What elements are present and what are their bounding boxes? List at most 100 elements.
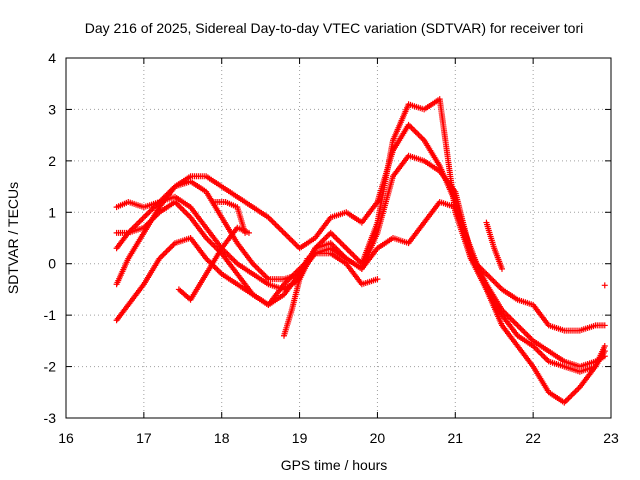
- track-4-point: [213, 265, 220, 272]
- track-4-point: [574, 386, 581, 393]
- track-3-point: [353, 255, 360, 262]
- x-tick-label: 18: [214, 430, 230, 446]
- track-2-point: [542, 355, 549, 362]
- x-tick-label: 19: [292, 430, 308, 446]
- track-2-point: [282, 231, 289, 238]
- track-3-point: [322, 235, 329, 242]
- track-3-point: [339, 241, 346, 248]
- track-2-point: [276, 225, 283, 232]
- y-tick-label: 0: [48, 256, 56, 272]
- track-1-point: [523, 330, 530, 337]
- track-5-point: [205, 237, 212, 244]
- track-1-point: [146, 208, 153, 215]
- track-1-point: [145, 210, 152, 217]
- track-1-point: [508, 316, 515, 323]
- track-1-point: [138, 217, 145, 224]
- track-3-point: [347, 249, 354, 256]
- track-1-point: [147, 207, 154, 214]
- track-2-point: [414, 130, 421, 137]
- track-1-point: [511, 319, 518, 326]
- outlier-point: [601, 282, 608, 289]
- track-2-point: [289, 238, 296, 245]
- track-1-point: [139, 215, 146, 222]
- track-3-point: [341, 243, 348, 250]
- track-2-point: [272, 221, 279, 228]
- track-2-point: [273, 222, 280, 229]
- track-3-point: [496, 283, 503, 290]
- track-2-point: [286, 235, 293, 242]
- track-1-point: [255, 266, 262, 273]
- track-2-point: [411, 127, 418, 134]
- track-4-point: [215, 268, 222, 275]
- track-4-point: [214, 266, 221, 273]
- track-2-point: [290, 239, 297, 246]
- plot-frame: [65, 57, 612, 419]
- track-5-point: [179, 206, 186, 213]
- track-3-point: [231, 257, 238, 264]
- track-3-point: [343, 245, 350, 252]
- track-3-point: [230, 256, 237, 263]
- x-tick-label: 22: [525, 430, 541, 446]
- track-3-point: [346, 248, 353, 255]
- track-1-point: [140, 214, 147, 221]
- track-3-point: [491, 279, 498, 286]
- track-2-point: [275, 224, 282, 231]
- track-2-point: [269, 218, 276, 225]
- track-4-point: [562, 398, 569, 405]
- track-3-point: [336, 238, 343, 245]
- track-4-point: [160, 251, 167, 258]
- x-tick-label: 21: [447, 430, 463, 446]
- track-3-point: [329, 231, 336, 238]
- track-4-point: [572, 388, 579, 395]
- track-1-point: [142, 213, 149, 220]
- track-3-point: [487, 275, 494, 282]
- track-1-point: [136, 218, 143, 225]
- y-tick-label: -3: [44, 410, 57, 426]
- track-2-point: [537, 350, 544, 357]
- track-1-point: [258, 269, 265, 276]
- track-2-point: [412, 128, 419, 135]
- track-1-point: [252, 263, 259, 270]
- y-tick-label: -1: [44, 307, 57, 323]
- track-4-point: [565, 395, 572, 402]
- track-2-point: [540, 352, 547, 359]
- track-3-point: [330, 232, 337, 239]
- track-1-point: [135, 220, 142, 227]
- track-1-point: [510, 318, 517, 325]
- track-5-point: [208, 240, 215, 247]
- track-3-point: [320, 236, 327, 243]
- track-3-point: [333, 235, 340, 242]
- track-2-point: [281, 229, 287, 236]
- track-4-point: [163, 248, 170, 255]
- track-2-point: [285, 234, 292, 241]
- chart-title: Day 216 of 2025, Sidereal Day-to-day VTE…: [85, 20, 584, 36]
- track-3-point: [350, 252, 357, 259]
- track-3-point: [331, 234, 338, 241]
- track-8-point: [242, 229, 249, 236]
- track-2-point: [279, 228, 286, 235]
- track-2-point: [535, 348, 542, 355]
- track-2-point: [415, 131, 422, 138]
- track-3-point: [344, 246, 351, 253]
- track-3-point: [494, 282, 501, 289]
- track-1-point: [513, 321, 520, 328]
- track-2-point: [283, 232, 290, 239]
- track-1-point: [254, 264, 261, 271]
- track-1-point: [520, 328, 527, 335]
- track-3-point: [340, 242, 347, 249]
- track-4-point: [566, 393, 573, 400]
- track-1-point: [133, 221, 140, 228]
- grid-lines: [66, 58, 611, 418]
- track-5-point: [183, 210, 190, 217]
- track-4-point: [569, 391, 576, 398]
- track-5-point: [374, 276, 381, 283]
- track-4-point: [571, 389, 578, 396]
- track-1-point: [514, 322, 521, 329]
- track-1-point: [521, 329, 528, 336]
- track-5-point: [181, 208, 188, 215]
- track-2-point: [271, 220, 278, 227]
- track-2-point: [418, 134, 425, 141]
- track-3-point: [493, 280, 500, 287]
